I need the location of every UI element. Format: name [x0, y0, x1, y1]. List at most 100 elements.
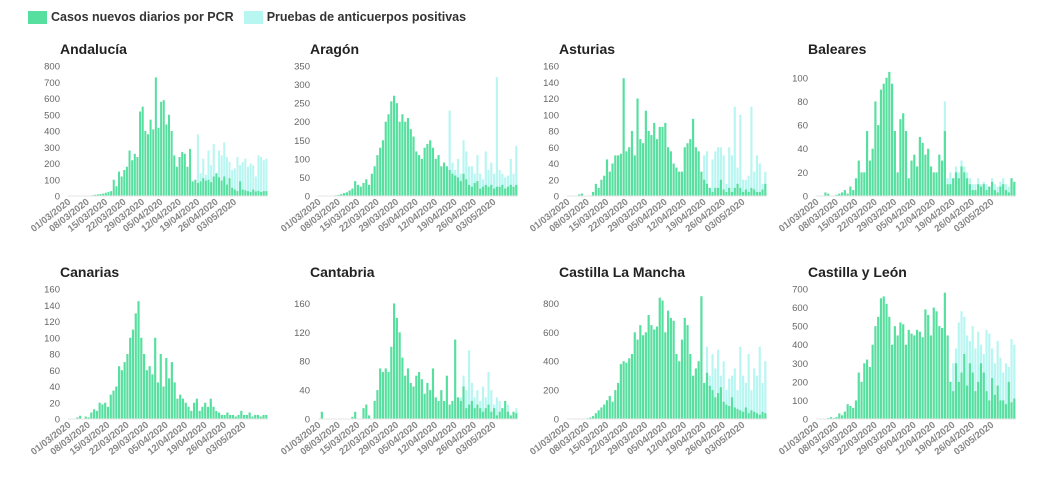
antibody-bar	[722, 155, 725, 197]
pcr-bar	[223, 414, 226, 419]
antibody-bar	[495, 397, 498, 419]
pcr-bar	[454, 175, 457, 196]
pcr-bar	[667, 147, 670, 196]
y-tick-label: 800	[44, 62, 60, 73]
pcr-bar	[154, 77, 157, 197]
pcr-bar	[241, 189, 244, 196]
pcr-bar	[966, 385, 969, 419]
pcr-bar	[451, 400, 454, 419]
antibody-bar	[744, 382, 747, 419]
pcr-bar	[459, 400, 462, 419]
pcr-bar	[259, 416, 262, 419]
chart-title: Cantabria	[310, 264, 375, 280]
pcr-bar	[148, 366, 151, 419]
pcr-bar	[728, 406, 731, 419]
y-tick-label: 300	[792, 359, 808, 370]
antibody-bar	[487, 170, 490, 196]
pcr-bar	[625, 362, 628, 419]
antibody-bar	[1007, 186, 1010, 196]
pcr-bar	[664, 122, 667, 197]
pcr-bar	[863, 172, 866, 196]
pcr-bar	[966, 178, 969, 196]
pcr-bar	[225, 184, 228, 197]
pcr-bar	[885, 303, 888, 419]
antibody-bar	[755, 375, 759, 419]
pcr-bar	[580, 193, 584, 196]
pcr-bar	[725, 191, 728, 196]
pcr-bar	[495, 186, 498, 196]
pcr-bar	[184, 402, 187, 419]
pcr-bar	[123, 362, 126, 420]
pcr-bar	[401, 114, 404, 196]
pcr-bar	[653, 329, 656, 419]
y-tick-label: 0	[803, 415, 808, 426]
pcr-bar	[963, 172, 966, 196]
antibody-bar	[736, 390, 739, 419]
pcr-bar	[644, 110, 647, 196]
pcr-bar	[747, 413, 750, 419]
antibody-bar	[498, 170, 501, 196]
pcr-bar	[387, 114, 390, 196]
pcr-bar	[512, 186, 515, 196]
pcr-bar	[960, 166, 963, 196]
pcr-bar	[1010, 178, 1013, 196]
pcr-bar	[154, 337, 157, 419]
antibody-bar	[966, 335, 969, 419]
pcr-bar	[717, 187, 720, 197]
pcr-bar	[393, 303, 396, 419]
pcr-bar	[343, 193, 346, 196]
pcr-bar	[725, 404, 728, 419]
antibody-bar	[985, 329, 988, 419]
pcr-bar	[835, 194, 838, 196]
pcr-bar	[459, 181, 462, 196]
legend-label-antibody: Pruebas de anticuerpos positivas	[266, 10, 467, 24]
antibody-bar	[218, 150, 221, 196]
pcr-bar	[468, 184, 471, 196]
pcr-bar	[248, 412, 251, 419]
pcr-bar	[454, 339, 457, 419]
pcr-bar	[98, 402, 101, 419]
antibody-bar	[476, 390, 479, 419]
antibody-bar	[495, 77, 498, 196]
pcr-bar	[708, 187, 711, 197]
legend-swatch-pcr	[28, 10, 47, 24]
y-tick-label: 100	[543, 110, 559, 121]
antibody-bar	[231, 170, 234, 196]
chart-title: Andalucía	[60, 41, 127, 57]
pcr-bar	[719, 387, 722, 419]
pcr-bar	[963, 354, 966, 419]
pcr-bar	[498, 186, 501, 196]
pcr-bar	[739, 410, 742, 419]
pcr-bar	[1004, 190, 1008, 196]
pcr-bar	[993, 190, 996, 196]
antibody-bar	[484, 151, 487, 196]
pcr-bar	[484, 408, 487, 419]
pcr-bar	[949, 381, 952, 419]
pcr-bar	[384, 368, 387, 419]
pcr-bar	[365, 404, 368, 419]
pcr-bar	[490, 411, 493, 419]
pcr-bar	[938, 326, 941, 419]
pcr-bar	[1004, 404, 1008, 419]
pcr-bar	[390, 101, 393, 196]
pcr-bar	[196, 183, 199, 196]
pcr-bar	[999, 186, 1002, 196]
pcr-bar	[642, 335, 645, 419]
y-tick-label: 140	[44, 301, 60, 312]
pcr-bar	[379, 147, 382, 196]
antibody-bar	[733, 106, 736, 197]
legend-item-pcr: Casos nuevos diarios por PCR	[28, 10, 234, 24]
y-tick-label: 200	[792, 377, 808, 388]
pcr-bar	[351, 188, 354, 196]
antibody-bar	[252, 165, 255, 197]
y-tick-label: 80	[548, 127, 559, 138]
pcr-bar	[913, 335, 916, 419]
pcr-bar	[924, 154, 927, 196]
pcr-bar	[927, 315, 930, 419]
pcr-bar	[418, 372, 421, 419]
y-tick-label: 140	[543, 78, 559, 89]
pcr-bar	[614, 155, 617, 197]
pcr-bar	[373, 400, 376, 419]
pcr-bar	[700, 296, 703, 419]
pcr-bar	[381, 372, 385, 419]
